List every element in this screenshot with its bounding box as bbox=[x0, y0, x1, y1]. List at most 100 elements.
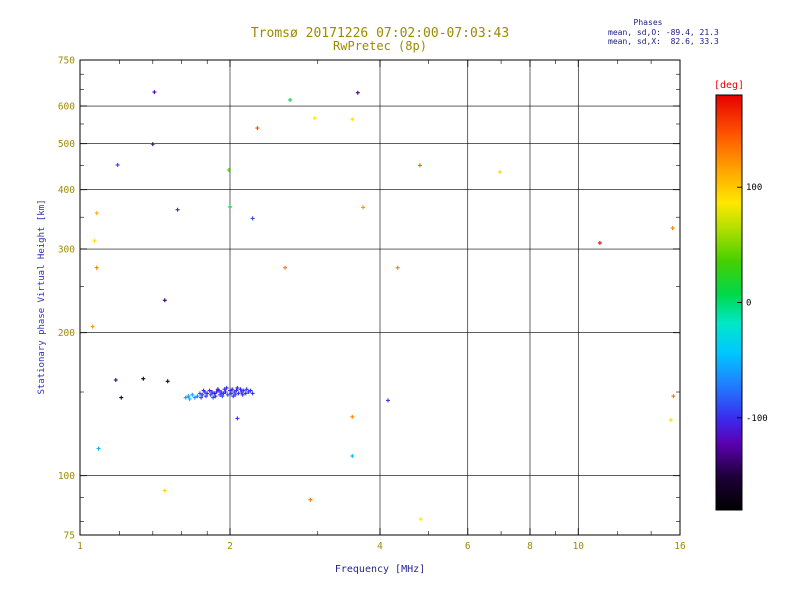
x-tick-label: 16 bbox=[674, 541, 686, 552]
data-point bbox=[308, 497, 313, 502]
data-point bbox=[361, 205, 366, 210]
colorbar-tick-label: 100 bbox=[746, 183, 762, 193]
data-point bbox=[113, 378, 118, 382]
data-point bbox=[597, 240, 602, 245]
data-point bbox=[255, 126, 260, 131]
data-point bbox=[220, 394, 225, 399]
data-point bbox=[312, 116, 317, 121]
data-point bbox=[199, 395, 204, 400]
data-point bbox=[218, 392, 222, 397]
data-point bbox=[222, 387, 227, 392]
data-point bbox=[240, 392, 245, 397]
colorbar-tick-label: 0 bbox=[746, 299, 751, 309]
data-point bbox=[223, 390, 228, 394]
data-point bbox=[212, 391, 217, 396]
data-point bbox=[670, 226, 675, 231]
data-point bbox=[200, 392, 205, 397]
data-point bbox=[219, 390, 224, 394]
colorbar-ticks: 100 0 -100 bbox=[737, 183, 768, 424]
data-point bbox=[244, 387, 249, 392]
y-axis-label: Stationary phase Virtual Height [km] bbox=[37, 199, 47, 394]
x-tick-label: 1 bbox=[77, 541, 83, 552]
data-point bbox=[213, 394, 218, 399]
chart-title: Tromsø 20171226 07:02:00-07:03:43 bbox=[251, 26, 509, 41]
stats-line-o: mean, sd,O: -89.4, 21.3 bbox=[608, 28, 719, 37]
data-point bbox=[355, 90, 360, 95]
stats-header: Phases bbox=[634, 18, 663, 27]
data-point bbox=[183, 395, 188, 400]
data-point bbox=[221, 391, 226, 396]
data-point bbox=[417, 163, 422, 168]
y-tick-label: 750 bbox=[58, 56, 75, 67]
data-point bbox=[243, 391, 248, 396]
data-point bbox=[226, 168, 231, 172]
data-point bbox=[250, 216, 255, 221]
data-point bbox=[197, 391, 202, 396]
data-point bbox=[229, 391, 234, 396]
axes: 1 2 4 6 8 10 16 75 100 200 300 400 500 600 750 bbox=[58, 56, 686, 553]
data-point bbox=[235, 385, 240, 390]
data-point bbox=[94, 265, 99, 270]
data-point bbox=[152, 90, 157, 95]
y-tick-label: 500 bbox=[58, 139, 75, 150]
colorbar-label: [deg] bbox=[714, 80, 744, 91]
y-tick-label: 200 bbox=[58, 328, 75, 339]
data-point bbox=[350, 117, 355, 122]
data-point bbox=[225, 392, 230, 397]
data-point bbox=[205, 391, 210, 396]
chart-subtitle: RwPretec (8p) bbox=[333, 39, 427, 53]
data-point bbox=[234, 388, 239, 393]
x-tick-label: 4 bbox=[377, 541, 383, 552]
data-point bbox=[141, 376, 146, 381]
data-point bbox=[238, 387, 243, 392]
data-point bbox=[236, 391, 241, 396]
data-point bbox=[214, 390, 219, 394]
data-point bbox=[248, 388, 253, 393]
data-point bbox=[233, 392, 238, 397]
y-tick-label: 600 bbox=[58, 102, 75, 113]
data-point bbox=[224, 385, 229, 390]
data-point bbox=[192, 395, 197, 400]
data-point bbox=[350, 454, 355, 458]
data-point bbox=[250, 391, 255, 396]
data-point bbox=[497, 169, 502, 174]
data-point bbox=[150, 142, 155, 147]
data-point bbox=[175, 207, 180, 212]
data-point bbox=[232, 390, 237, 394]
x-tick-label: 8 bbox=[527, 541, 533, 552]
data-point bbox=[210, 390, 214, 394]
data-point bbox=[94, 211, 99, 216]
x-tick-label: 2 bbox=[227, 541, 233, 552]
y-tick-label: 75 bbox=[64, 531, 75, 542]
data-point bbox=[211, 395, 216, 400]
x-tick-label: 10 bbox=[573, 541, 585, 552]
stats-line-x: mean, sd,X: 82.6, 33.3 bbox=[608, 37, 719, 46]
data-point bbox=[418, 517, 423, 522]
data-point bbox=[230, 387, 235, 392]
y-tick-label: 100 bbox=[58, 471, 75, 482]
data-point bbox=[283, 265, 288, 270]
data-point bbox=[228, 388, 232, 393]
y-tick-label: 300 bbox=[58, 245, 75, 256]
data-point bbox=[190, 392, 195, 397]
data-point bbox=[288, 97, 293, 102]
data-point bbox=[671, 394, 676, 399]
y-tick-label: 400 bbox=[58, 185, 75, 196]
data-point bbox=[215, 387, 220, 392]
data-point bbox=[228, 204, 232, 209]
data-point bbox=[162, 298, 167, 303]
data-point bbox=[207, 388, 212, 393]
x-axis-label: Frequency [MHz] bbox=[335, 564, 425, 575]
data-point bbox=[235, 416, 240, 421]
data-point bbox=[208, 392, 213, 397]
data-point bbox=[186, 394, 191, 399]
data-point bbox=[195, 394, 200, 399]
data-point bbox=[395, 265, 400, 270]
gridlines bbox=[80, 60, 680, 535]
colorbar-tick-label: -100 bbox=[746, 414, 768, 424]
data-point bbox=[96, 446, 101, 451]
data-point bbox=[386, 398, 390, 403]
data-point bbox=[90, 324, 95, 329]
